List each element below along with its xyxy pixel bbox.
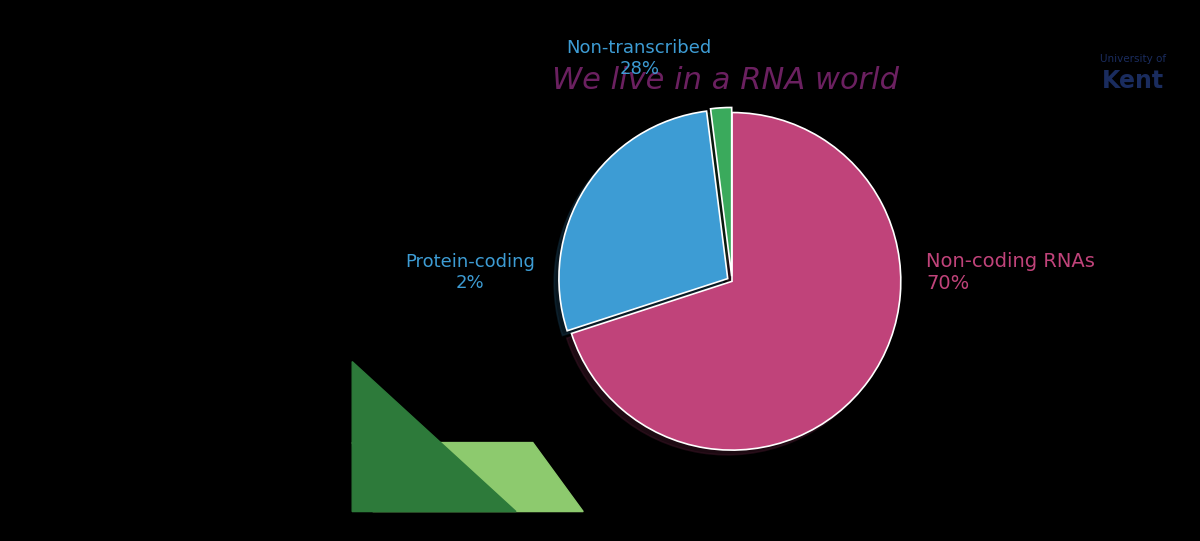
Wedge shape: [710, 108, 732, 276]
Text: Protein-coding
2%: Protein-coding 2%: [406, 254, 535, 292]
Text: University of: University of: [1100, 54, 1166, 64]
Polygon shape: [353, 361, 516, 512]
Wedge shape: [559, 111, 727, 331]
Text: Non-transcribed
28%: Non-transcribed 28%: [566, 39, 712, 78]
Text: Kent: Kent: [1103, 69, 1164, 93]
Wedge shape: [571, 113, 901, 450]
Text: Non-coding RNAs
70%: Non-coding RNAs 70%: [926, 253, 1094, 293]
Text: We live in a RNA world: We live in a RNA world: [552, 66, 900, 95]
Polygon shape: [353, 443, 583, 512]
